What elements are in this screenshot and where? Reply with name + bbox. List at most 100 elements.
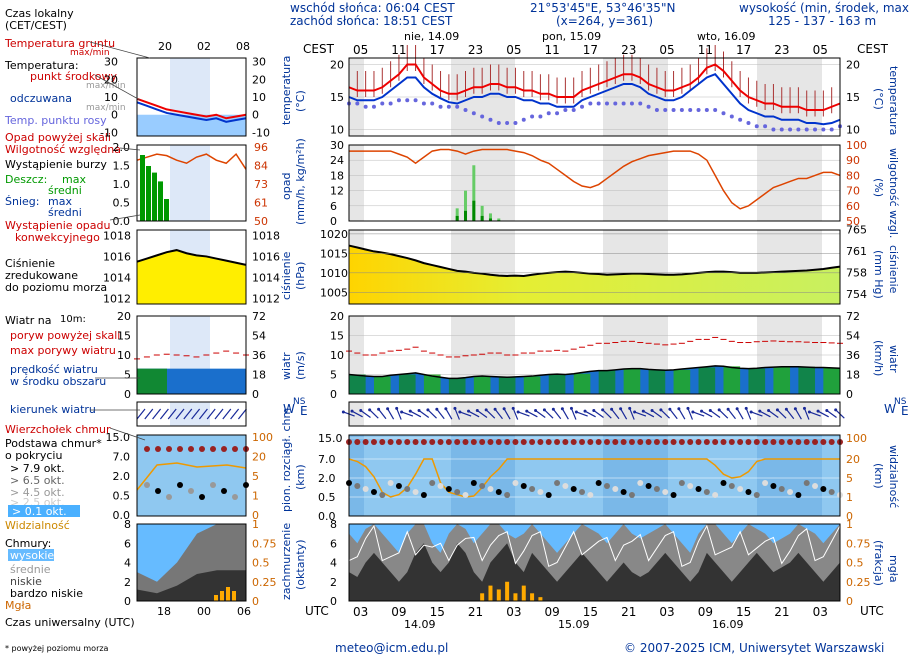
wind-dir-head (601, 408, 605, 412)
small-temp-tick-right: 20 (252, 73, 266, 86)
cloud-top-marker (579, 439, 586, 445)
legend-precip-event2: konwekcyjnego (15, 231, 100, 244)
wind-dir-arrow (777, 409, 787, 419)
legend-rain-mean: średni (48, 184, 82, 197)
cloud-base-marker (745, 489, 752, 495)
small-temp-tick-right: 10 (252, 91, 266, 104)
small-cover-tick: 4 (124, 557, 131, 570)
wind-speed-block (598, 370, 616, 394)
small-fog-bar (232, 591, 236, 601)
wind-dir-head (592, 408, 596, 412)
cloud-base-marker (545, 492, 552, 498)
wind-dir-arrow (718, 409, 729, 419)
dew-point (596, 101, 601, 106)
small-wind-tick: 20 (117, 310, 131, 323)
small-vis-tick: 0 (252, 509, 259, 522)
wind-ytick: 0 (330, 388, 337, 401)
wind-dir-head (484, 408, 488, 412)
main-tick-utc-11: 21 (774, 605, 789, 619)
dew-point (646, 104, 651, 109)
temp-ytick-left: 15 (330, 91, 344, 104)
small-tick-local-0: 20 (158, 40, 172, 53)
wind-ytick: 10 (330, 349, 344, 362)
small-rain-bar (158, 181, 163, 221)
dew-point (530, 114, 535, 119)
cloud-top-marker (554, 439, 561, 445)
wind-speed-block (648, 369, 666, 394)
cloud-top-marker (387, 439, 394, 445)
small-cloud-base (166, 494, 172, 500)
dew-point (496, 121, 501, 125)
wind-dir-head (426, 408, 430, 412)
wind-dir-head (735, 407, 739, 411)
humidity-ytick: 80 (846, 169, 860, 182)
panel-border (348, 57, 841, 137)
legend-precip-above: Opad powyżej skali (5, 131, 111, 144)
wind-dir-arrow (535, 409, 546, 419)
small-wind-dir-arrow (159, 408, 169, 420)
dew-point (688, 108, 693, 112)
humidity-ytick: 90 (846, 154, 860, 167)
cover-ytick: 2 (330, 576, 337, 589)
legend-pressure-1: Ciśnienie (5, 257, 56, 270)
rain-mean-bar (488, 218, 492, 221)
cloud-base-marker (579, 489, 586, 495)
pressure-ytick: 1010 (320, 267, 348, 280)
wind-speed-block (423, 374, 441, 394)
fog-ytick: 0.75 (846, 537, 871, 550)
precip-ytick: 12 (330, 185, 344, 198)
cloud-base-marker (512, 480, 519, 486)
small-wind-kmh-tick: 54 (252, 330, 266, 343)
small-precip-tick: 1.0 (113, 178, 131, 191)
wind-dir-arrow (360, 409, 371, 419)
small-cloud-tick: 7.0 (113, 451, 131, 464)
small-tick-utc-0: 18 (157, 605, 171, 618)
panel-border (348, 401, 841, 427)
cloud-base-marker (753, 492, 760, 498)
wind-kmh-tick: 72 (846, 310, 860, 323)
wind-speed-block (798, 366, 816, 394)
wind-dir-arrow (687, 408, 694, 420)
cloud-base-marker (554, 480, 561, 486)
small-cloud-tick: 0.5 (113, 490, 131, 503)
temp-ytick-left: 10 (330, 124, 344, 137)
cloud-base-marker (787, 489, 794, 495)
contact-email[interactable]: meteo@icm.edu.pl (335, 641, 449, 655)
cloud-top-marker (645, 439, 652, 445)
panel-border (348, 523, 841, 602)
panel-border (348, 315, 841, 395)
small-temp-tick-left: -10 (100, 126, 118, 139)
wind-dir-arrow (750, 411, 763, 417)
cloud-top-marker (537, 439, 544, 445)
wind-dir-head (341, 410, 345, 414)
legend-okt45: > 4.5 okt. (10, 486, 65, 499)
pressure-mmhg-tick: 761 (846, 245, 867, 258)
small-tick-local-2: 08 (236, 40, 250, 53)
small-cover-low (137, 570, 246, 601)
legend-pressure-3: do poziomu morza (5, 281, 108, 294)
small-rain-bar (146, 166, 151, 221)
wind-dir-arrow (494, 408, 503, 420)
wind-dir-arrow (552, 408, 562, 420)
small-precip-tick: 1.5 (113, 160, 131, 173)
cloud-top-marker (778, 439, 785, 445)
cloud-base-marker (362, 486, 369, 492)
cloud-top-marker (770, 439, 777, 445)
small-cloud-top (188, 446, 194, 452)
wind-dir-head (700, 409, 704, 413)
small-tick-utc-1: 00 (197, 605, 211, 618)
wind-dir-arrow (401, 411, 414, 417)
humidity-ytick: 70 (846, 185, 860, 198)
night-band (757, 145, 822, 221)
cloud-base-marker (828, 489, 835, 495)
legend-midpoint: punkt środkowy (30, 70, 118, 83)
dew-point (555, 111, 560, 116)
main-tick-utc-6: 15 (583, 605, 598, 619)
local-time-label: Czas lokalny (5, 7, 74, 20)
small-fog-tick: 1 (252, 518, 259, 531)
day-label-top-0: nie, 14.09 (404, 30, 460, 43)
cloud-top-marker (445, 439, 452, 445)
legend-middle: średnie (10, 563, 51, 576)
wind-dir-head (511, 406, 515, 410)
cloud-top-marker (354, 439, 361, 445)
